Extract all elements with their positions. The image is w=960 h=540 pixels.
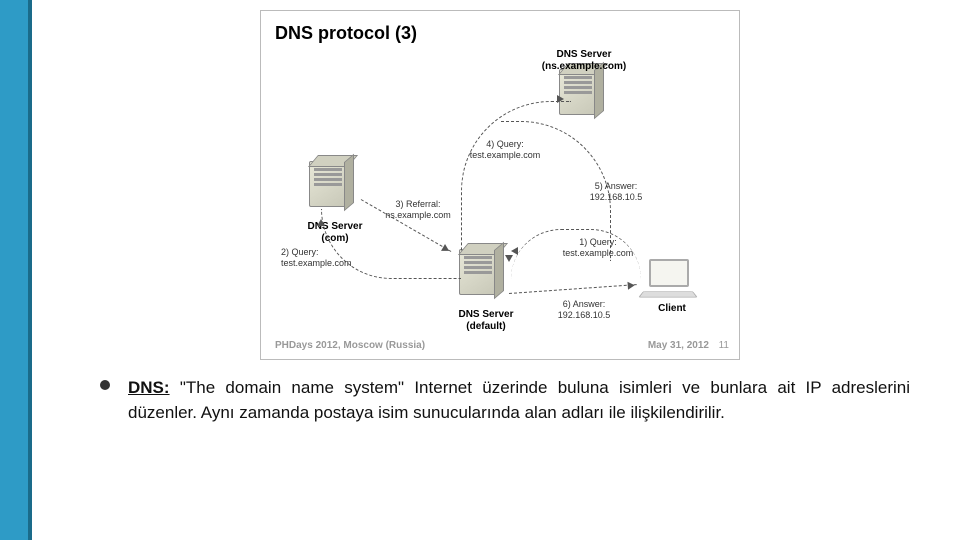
arrowhead-a5 [505, 255, 513, 266]
diagram-footer-date: May 31, 2012 [648, 340, 709, 351]
diagram-title: DNS protocol (3) [275, 23, 417, 44]
diagram-footer-source: PHDays 2012, Moscow (Russia) [275, 340, 425, 351]
label-q2: 2) Query:test.example.com [281, 247, 381, 270]
arrow-a6 [509, 284, 637, 294]
dns-server-default [459, 249, 503, 305]
label-r3: 3) Referral:ns.example.com [373, 199, 463, 222]
arrowhead-q4 [557, 95, 568, 103]
client-laptop [641, 259, 697, 299]
label-a5: 5) Answer:192.168.10.5 [571, 181, 661, 204]
bullet-dot-icon [100, 380, 110, 390]
label-q1: 1) Query:test.example.com [553, 237, 643, 260]
bullet-item: DNS: "The domain name system" Internet ü… [100, 376, 910, 425]
dns-server-default-label: DNS Server(default) [441, 309, 531, 333]
client-label: Client [647, 303, 697, 315]
dns-diagram: DNS protocol (3) DNS Server(com) DNS Ser… [260, 10, 740, 360]
label-q4: 4) Query:test.example.com [455, 139, 555, 162]
arrowhead-q2 [317, 215, 325, 226]
dns-server-ns-label: DNS Server(ns.example.com) [529, 49, 639, 73]
label-a6: 6) Answer:192.168.10.5 [539, 299, 629, 322]
diagram-footer-page: 11 [719, 340, 729, 351]
accent-bar [0, 0, 28, 540]
bullet-text: DNS: "The domain name system" Internet ü… [128, 376, 910, 425]
